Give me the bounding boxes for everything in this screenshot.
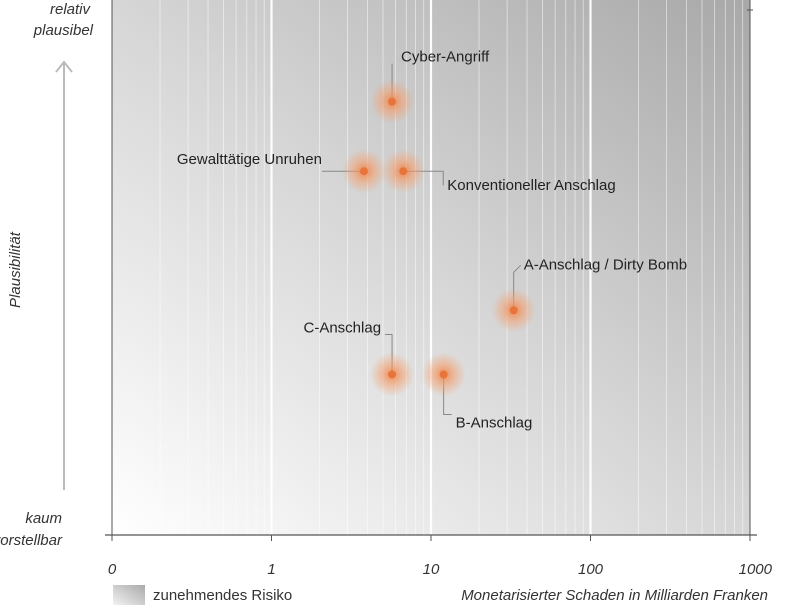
data-point[interactable]	[399, 167, 408, 176]
data-point-group: B-Anschlag	[421, 352, 533, 432]
point-label: Konventioneller Anschlag	[447, 177, 615, 194]
y-top-label-2: plausibel	[33, 22, 94, 39]
legend-swatch	[113, 585, 145, 605]
data-point-group: Konventioneller Anschlag	[381, 149, 616, 194]
point-label: C-Anschlag	[304, 320, 382, 337]
data-point[interactable]	[439, 370, 448, 379]
x-tick-label: 1000	[739, 561, 773, 578]
x-tick-label: 100	[578, 561, 604, 578]
data-point-group: C-Anschlag	[304, 320, 415, 397]
y-top-label-1: relativ	[50, 1, 92, 18]
x-tick-label: 0	[108, 561, 117, 578]
x-tick-label: 1	[267, 561, 275, 578]
x-tick-label: 10	[423, 561, 440, 578]
point-label: Gewalttätige Unruhen	[177, 151, 322, 168]
y-axis-label: Plausibilität	[7, 231, 24, 308]
y-bottom-label-1: kaum	[25, 510, 62, 527]
data-point-group: A-Anschlag / Dirty Bomb	[491, 256, 687, 333]
data-point-group: Cyber-Angriff	[370, 49, 490, 124]
legend-label: zunehmendes Risiko	[153, 587, 292, 604]
data-point[interactable]	[388, 370, 397, 379]
gridlines	[159, 0, 744, 535]
y-bottom-label-2: vorstellbar	[0, 532, 63, 549]
point-label: A-Anschlag / Dirty Bomb	[524, 256, 687, 273]
data-point[interactable]	[388, 97, 397, 106]
data-point[interactable]	[509, 306, 518, 315]
y-arrow	[55, 60, 73, 490]
point-label: Cyber-Angriff	[401, 49, 490, 66]
x-axis-label: Monetarisierter Schaden in Milliarden Fr…	[461, 587, 768, 604]
point-label: B-Anschlag	[456, 415, 533, 432]
data-point[interactable]	[359, 167, 368, 176]
data-point-group: Gewalttätige Unruhen	[177, 149, 386, 194]
